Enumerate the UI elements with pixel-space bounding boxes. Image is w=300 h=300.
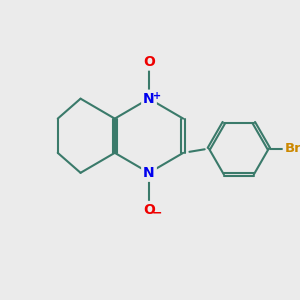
Text: +: + bbox=[154, 92, 162, 101]
Text: −: − bbox=[152, 206, 162, 219]
Text: O: O bbox=[143, 203, 155, 217]
Text: N: N bbox=[143, 92, 155, 106]
Text: Br: Br bbox=[285, 142, 300, 155]
Text: N: N bbox=[143, 166, 155, 180]
Text: O: O bbox=[143, 55, 155, 69]
